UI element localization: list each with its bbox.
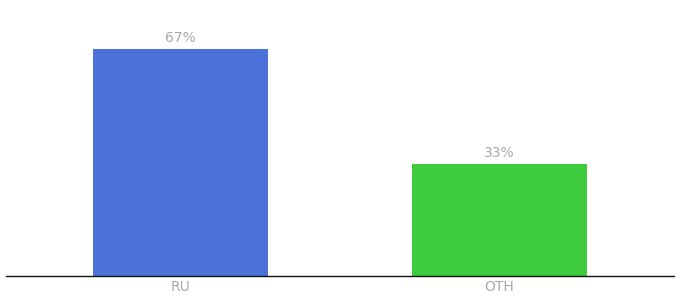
- Bar: [411, 164, 587, 276]
- Text: 33%: 33%: [484, 146, 515, 160]
- Bar: [93, 50, 269, 276]
- Text: 67%: 67%: [165, 32, 196, 45]
